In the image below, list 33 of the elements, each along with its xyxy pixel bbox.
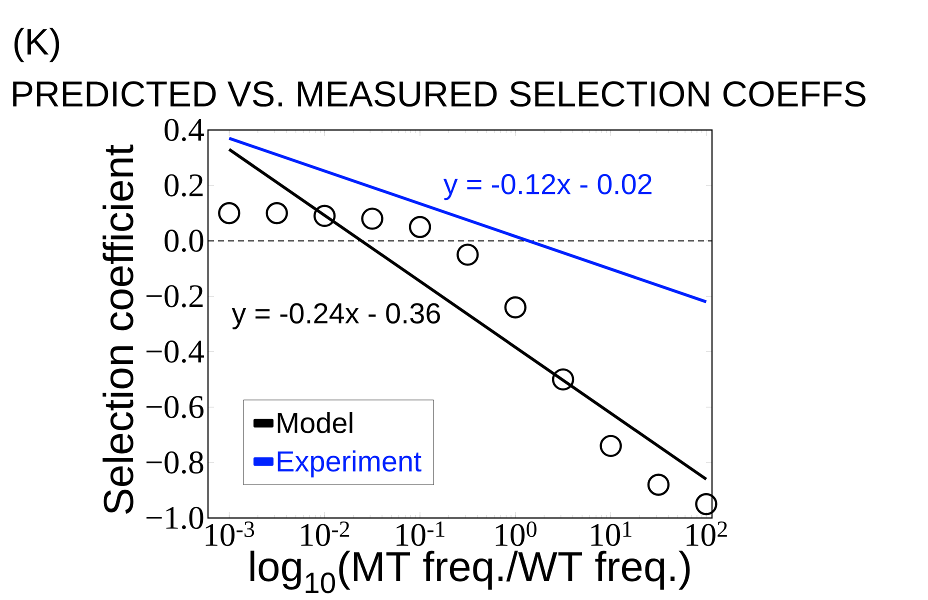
point xyxy=(313,204,336,227)
x-tick-label: 10$^{0}$ xyxy=(496,522,536,546)
point xyxy=(647,474,670,496)
y-tick-label: −1.0 xyxy=(146,506,204,530)
x-tick-label: 10$^{-2}$ xyxy=(301,522,350,546)
y-tick-label: 0.4 xyxy=(164,118,204,142)
y-tick-label: −0.4 xyxy=(146,340,204,363)
annotation: y = -0.24x - 0.36 xyxy=(232,303,440,330)
legend-label: Model xyxy=(278,412,352,434)
point xyxy=(600,434,622,458)
chart-title: (K) xyxy=(14,28,60,62)
point xyxy=(361,208,384,230)
y-tick-label: −0.8 xyxy=(146,451,204,474)
point xyxy=(695,493,718,516)
point xyxy=(456,244,479,266)
legend-label: Experiment xyxy=(278,450,422,478)
point xyxy=(504,296,526,318)
point xyxy=(408,216,432,238)
y-tick-label: −0.6 xyxy=(146,396,204,418)
point xyxy=(552,368,574,391)
annotation: y = -0.12x - 0.02 xyxy=(443,174,652,200)
y-tick-label: 0.2 xyxy=(164,174,203,197)
x-tick-label: 10$^{2}$ xyxy=(686,522,727,546)
chart-subtitle: PREDICTED VS. MEASURED SELECTION COEFFS xyxy=(13,81,866,107)
x-tick-label: 10$^{-1}$ xyxy=(396,522,444,546)
point xyxy=(218,202,240,224)
x-axis-title: log$_{10}$(MT freq./WT freq.) xyxy=(250,550,690,594)
y-tick-label: −0.2 xyxy=(146,285,203,308)
y-tick-label: 0.0 xyxy=(164,230,204,252)
x-tick-label: 10$^{1}$ xyxy=(591,522,632,546)
y-axis-title: Selection coefficient xyxy=(102,144,134,514)
point xyxy=(266,202,288,224)
x-tick-label: 10$^{-3}$ xyxy=(206,522,254,546)
